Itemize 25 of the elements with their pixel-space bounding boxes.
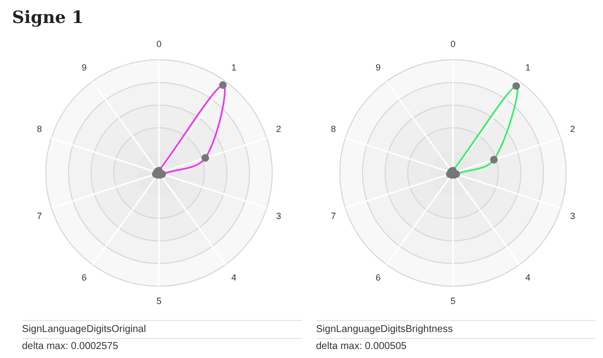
text: SignLanguageDigitsBrightness (316, 320, 596, 339)
spoke-label: 5 (450, 296, 456, 306)
spoke-label: 6 (376, 272, 381, 283)
spoke-label: 1 (525, 62, 530, 72)
spoke-label: 9 (376, 62, 381, 72)
spoke-label: 0 (450, 38, 456, 49)
spoke-label: 2 (276, 124, 282, 134)
text: delta max: 0.000505 (316, 341, 407, 352)
spoke-label: 1 (231, 62, 236, 72)
spoke-label: 4 (525, 272, 530, 283)
text: delta max: 0.0002575 (22, 341, 118, 352)
spoke-label: 3 (276, 210, 282, 221)
spoke-label: 8 (36, 124, 42, 134)
spoke-label: 2 (570, 124, 576, 134)
text: SignLanguageDigitsOriginal (22, 320, 302, 339)
spoke-label: 3 (570, 210, 576, 221)
spoke-label: 9 (82, 62, 87, 72)
spoke-label: 7 (36, 210, 42, 221)
spoke-label: 7 (330, 210, 336, 221)
spoke-label: 6 (82, 272, 87, 283)
spoke-label: 8 (330, 124, 336, 134)
spoke-label: 4 (231, 272, 236, 283)
chart-title: Signe 1 (12, 8, 84, 28)
spoke-label: 5 (156, 296, 162, 306)
spoke-label: 0 (156, 38, 162, 49)
